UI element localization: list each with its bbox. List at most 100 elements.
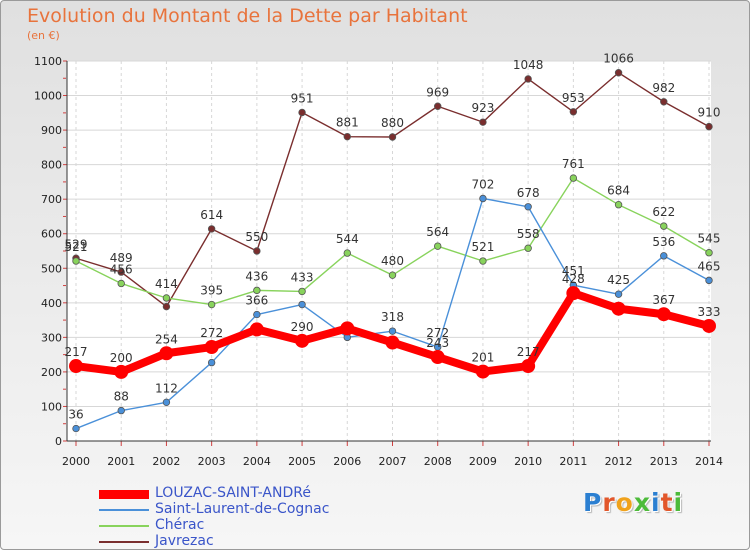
data-label: 428 <box>562 272 585 286</box>
y-tick-label: 200 <box>41 366 62 379</box>
data-label: 545 <box>698 232 721 246</box>
y-tick-label: 300 <box>41 331 62 344</box>
data-label: 521 <box>65 240 88 254</box>
data-label: 969 <box>426 85 449 99</box>
data-label: 564 <box>426 225 449 239</box>
x-tick-label: 2006 <box>333 455 361 468</box>
data-point <box>298 287 306 296</box>
data-label: 536 <box>652 235 675 249</box>
data-label: 614 <box>200 208 223 222</box>
data-point <box>253 310 261 319</box>
chart-subtitle: (en €) <box>27 29 60 42</box>
data-point <box>614 201 623 209</box>
x-tick-label: 2013 <box>650 455 678 468</box>
data-point <box>569 108 578 116</box>
data-point <box>611 301 626 316</box>
x-tick-label: 2002 <box>152 455 180 468</box>
x-tick-label: 2011 <box>559 455 587 468</box>
data-point <box>475 364 490 379</box>
data-label: 910 <box>698 106 721 120</box>
data-point <box>705 122 713 131</box>
y-tick-label: 500 <box>41 262 62 275</box>
data-point <box>72 257 80 265</box>
y-tick-label: 1100 <box>34 55 62 68</box>
data-point <box>479 118 487 126</box>
data-point <box>524 75 532 83</box>
data-label: 425 <box>607 273 630 287</box>
y-tick-label: 600 <box>41 228 62 241</box>
data-label: 333 <box>698 305 721 319</box>
data-point <box>521 359 536 374</box>
data-point <box>207 358 216 367</box>
data-point <box>614 69 623 77</box>
x-tick-label: 2009 <box>469 455 497 468</box>
legend-label: LOUZAC-SAINT-ANDRé <box>155 485 311 501</box>
data-label: 881 <box>336 116 359 130</box>
data-label: 414 <box>155 277 178 291</box>
y-tick-label: 0 <box>55 435 62 448</box>
data-point <box>298 300 306 309</box>
data-label: 436 <box>245 269 268 283</box>
x-tick-label: 2012 <box>605 455 633 468</box>
data-point <box>660 98 668 106</box>
data-label: 366 <box>245 294 268 308</box>
legend-swatch <box>99 489 149 499</box>
data-label: 678 <box>517 186 540 200</box>
data-label: 558 <box>517 227 540 241</box>
data-label: 200 <box>110 351 133 365</box>
data-point <box>388 327 397 335</box>
data-label: 456 <box>110 262 133 276</box>
x-tick-label: 2014 <box>695 455 723 468</box>
data-point <box>162 302 171 311</box>
data-point <box>660 222 668 230</box>
data-label: 395 <box>200 284 223 298</box>
data-label: 254 <box>155 332 178 346</box>
data-label: 951 <box>291 91 314 105</box>
x-tick-label: 2005 <box>288 455 316 468</box>
data-point <box>207 225 216 233</box>
y-tick-label: 1000 <box>34 90 62 103</box>
data-label: 521 <box>471 240 494 254</box>
data-point <box>705 249 713 257</box>
data-label: 923 <box>471 101 494 115</box>
data-point <box>388 133 397 141</box>
data-point <box>702 318 716 333</box>
data-label: 529 <box>65 237 88 251</box>
data-point <box>434 242 442 250</box>
data-label: 451 <box>562 264 585 278</box>
x-tick-label: 2000 <box>62 455 90 468</box>
data-label: 465 <box>698 259 721 273</box>
data-point <box>524 203 532 211</box>
data-point <box>204 340 219 355</box>
data-point <box>253 247 261 255</box>
data-point <box>298 108 306 117</box>
data-point <box>614 290 623 298</box>
data-point <box>295 333 310 348</box>
data-label: 489 <box>110 251 133 265</box>
data-label: 982 <box>652 81 675 95</box>
data-point <box>705 276 713 285</box>
y-tick-label: 100 <box>41 400 62 413</box>
plot-area <box>67 61 711 441</box>
x-tick-label: 2003 <box>198 455 226 468</box>
data-label: 622 <box>652 205 675 219</box>
data-label: 550 <box>245 230 268 244</box>
data-point <box>117 279 125 288</box>
data-point <box>569 174 578 182</box>
data-label: 953 <box>562 91 585 105</box>
data-label: 880 <box>381 116 404 130</box>
data-label: 1048 <box>513 58 544 72</box>
y-tick-label: 700 <box>41 193 62 206</box>
data-label: 112 <box>155 381 178 395</box>
data-point <box>72 424 80 433</box>
data-point <box>524 244 532 252</box>
data-label: 318 <box>381 310 404 324</box>
data-point <box>117 268 125 276</box>
legend-swatch <box>99 509 149 511</box>
data-point <box>656 307 671 322</box>
data-point <box>114 364 129 379</box>
data-label: 290 <box>291 320 314 334</box>
data-point <box>660 252 668 260</box>
